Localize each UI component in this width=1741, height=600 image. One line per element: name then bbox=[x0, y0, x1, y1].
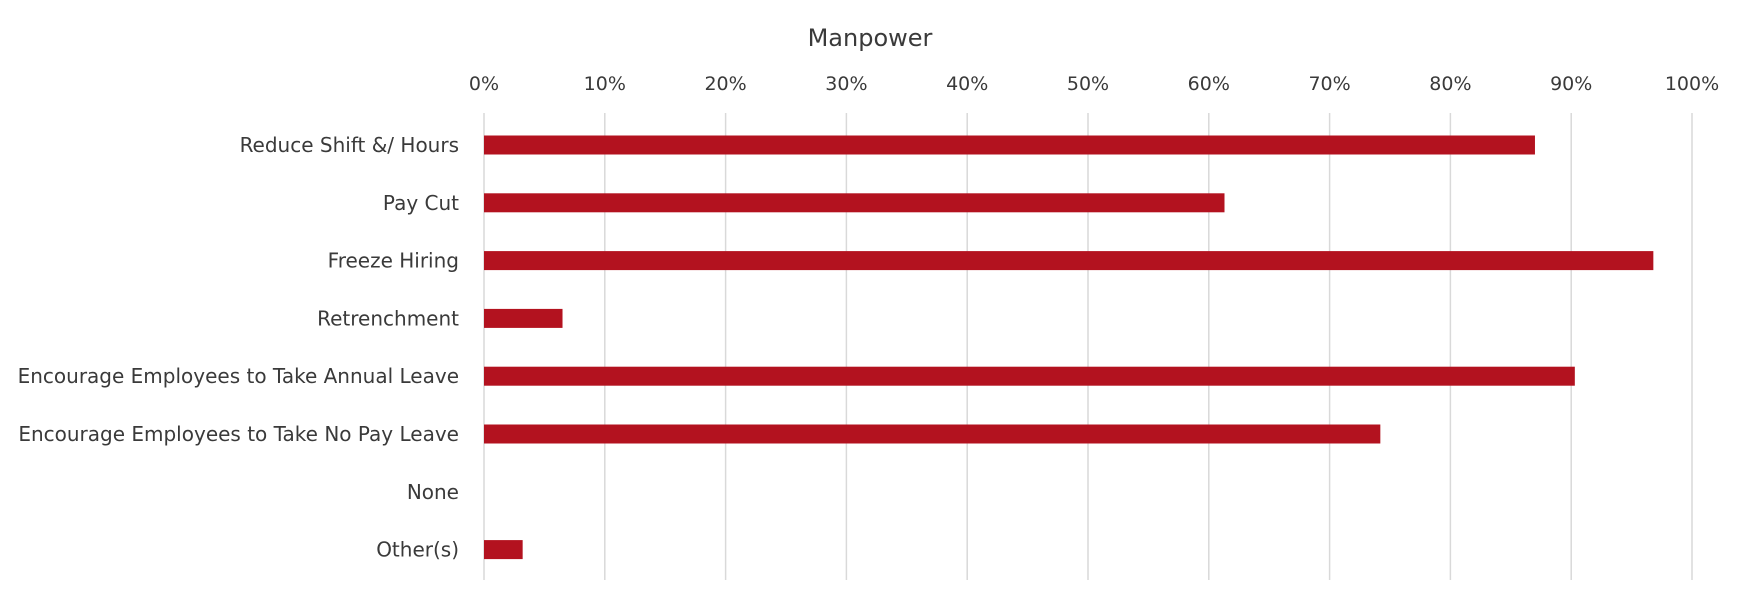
category-label: None bbox=[407, 480, 459, 504]
bar bbox=[484, 308, 563, 328]
bar bbox=[484, 540, 523, 560]
bar bbox=[484, 251, 1654, 271]
x-tick-label: 50% bbox=[1067, 73, 1109, 95]
x-tick-label: 40% bbox=[946, 73, 988, 95]
x-tick-label: 60% bbox=[1188, 73, 1230, 95]
x-tick-label: 100% bbox=[1665, 73, 1719, 95]
category-label: Other(s) bbox=[376, 538, 459, 562]
category-label: Pay Cut bbox=[383, 191, 459, 215]
x-tick-label: 0% bbox=[469, 73, 499, 95]
x-tick-label: 30% bbox=[825, 73, 867, 95]
chart-title: Manpower bbox=[808, 24, 933, 52]
x-tick-label: 10% bbox=[584, 73, 626, 95]
x-tick-label: 20% bbox=[704, 73, 746, 95]
category-labels: Reduce Shift &/ Hours Pay Cut Freeze Hirin… bbox=[18, 133, 460, 562]
category-label: Freeze Hiring bbox=[328, 249, 459, 273]
bars bbox=[484, 135, 1654, 560]
bar bbox=[484, 135, 1535, 155]
bar bbox=[484, 193, 1225, 213]
bar bbox=[484, 424, 1381, 444]
category-label: Reduce Shift &/ Hours bbox=[240, 133, 459, 157]
bar bbox=[484, 366, 1575, 386]
gridlines bbox=[483, 113, 1693, 580]
category-label: Encourage Employees to Take Annual Leave bbox=[18, 364, 459, 388]
category-label: Encourage Employees to Take No Pay Leave bbox=[18, 422, 459, 446]
x-tick-label: 80% bbox=[1429, 73, 1471, 95]
x-tick-label: 90% bbox=[1550, 73, 1592, 95]
category-label: Retrenchment bbox=[317, 306, 459, 330]
x-tick-label: 70% bbox=[1308, 73, 1350, 95]
x-axis-ticks: 0% 10% 20% 30% 40% 50% 60% 70% 80% 90% 100% bbox=[469, 73, 1719, 95]
